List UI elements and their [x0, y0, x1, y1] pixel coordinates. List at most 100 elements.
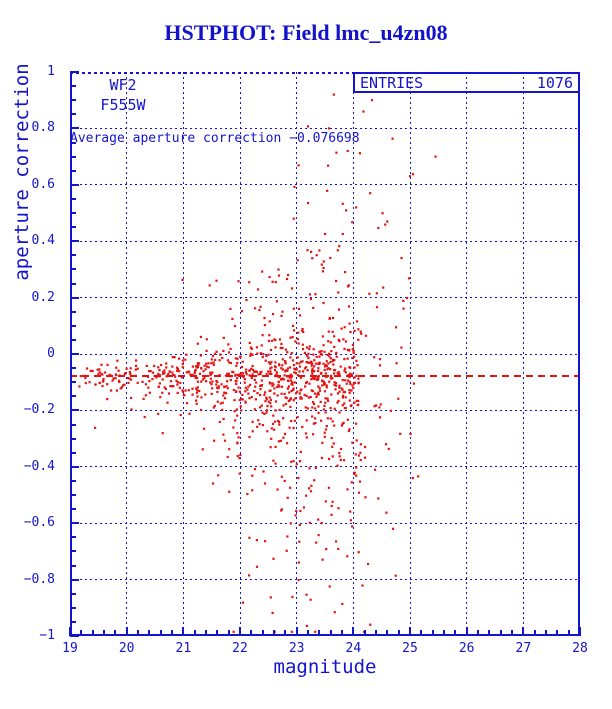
scatter-point: [195, 365, 198, 368]
y-axis-tick: [70, 479, 76, 482]
y-axis-tick: [70, 465, 79, 468]
scatter-point: [85, 367, 89, 370]
scatter-point: [286, 367, 289, 370]
scatter-point: [321, 335, 324, 338]
scatter-point: [258, 422, 261, 426]
scatter-point: [282, 436, 285, 439]
scatter-point: [157, 385, 160, 388]
scatter-point: [315, 378, 319, 381]
scatter-point: [196, 362, 199, 365]
scatter-point: [313, 479, 316, 482]
scatter-point: [305, 436, 308, 439]
scatter-point: [355, 399, 358, 402]
scatter-point: [348, 399, 351, 402]
scatter-point: [267, 353, 270, 356]
scatter-point: [352, 386, 355, 390]
scatter-point: [157, 366, 160, 369]
scatter-point: [199, 408, 203, 412]
scatter-point: [297, 342, 300, 345]
x-axis-tick: [431, 630, 434, 636]
scatter-point: [402, 307, 405, 310]
scatter-point: [407, 277, 411, 280]
scatter-point: [254, 307, 257, 310]
scatter-point: [391, 137, 394, 140]
scatter-point: [314, 407, 317, 410]
scatter-point: [167, 392, 171, 395]
scatter-point: [351, 221, 354, 224]
scatter-point: [250, 347, 253, 350]
scatter-point: [292, 426, 295, 430]
scatter-point: [322, 380, 325, 383]
scatter-point: [232, 388, 235, 392]
scatter-point: [251, 430, 254, 433]
scatter-point: [313, 365, 316, 368]
scatter-point: [209, 381, 212, 384]
scatter-point: [286, 535, 289, 538]
scatter-point: [248, 536, 251, 539]
scatter-point: [357, 491, 361, 494]
scatter-point: [274, 462, 277, 465]
x-axis-tick: [352, 627, 355, 636]
scatter-point: [292, 363, 296, 367]
scatter-point: [323, 368, 326, 372]
scatter-point: [98, 381, 101, 385]
scatter-point: [306, 125, 310, 128]
scatter-point: [335, 540, 338, 543]
scatter-point: [213, 352, 217, 355]
scatter-point: [260, 384, 263, 387]
y-axis-tick: [70, 423, 76, 426]
scatter-point: [336, 249, 339, 252]
scatter-point: [319, 352, 322, 355]
scatter-point: [267, 339, 270, 342]
x-axis-tick: [341, 630, 343, 636]
scatter-point: [243, 378, 246, 381]
scatter-point: [221, 401, 224, 404]
scatter-point: [391, 527, 395, 530]
scatter-point: [330, 513, 333, 516]
y-axis-tick: [70, 324, 76, 327]
scatter-point: [237, 280, 240, 283]
scatter-point: [264, 400, 267, 403]
scatter-point: [359, 443, 362, 446]
scatter-point: [125, 367, 128, 370]
scatter-point: [128, 377, 131, 380]
scatter-point: [212, 361, 215, 364]
scatter-point: [379, 416, 382, 419]
scatter-point: [236, 414, 239, 417]
scatter-point: [314, 417, 317, 420]
scatter-point: [355, 422, 358, 425]
scatter-point: [305, 361, 308, 364]
scatter-point: [265, 411, 268, 414]
scatter-point: [333, 407, 336, 410]
scatter-point: [255, 346, 258, 349]
scatter-point: [248, 574, 251, 577]
scatter-point: [217, 474, 220, 477]
scatter-point: [272, 557, 275, 560]
scatter-point: [232, 371, 235, 374]
scatter-point: [271, 280, 274, 283]
scatter-point: [175, 369, 179, 372]
scatter-point: [408, 175, 412, 178]
x-axis-tick: [114, 630, 117, 636]
scatter-point: [202, 370, 205, 373]
scatter-point: [395, 326, 398, 329]
scatter-point: [323, 404, 326, 407]
scatter-point: [353, 401, 356, 404]
scatter-point: [281, 346, 284, 350]
scatter-point: [251, 373, 254, 376]
scatter-point: [355, 439, 358, 442]
scatter-point: [298, 370, 301, 373]
scatter-point: [315, 541, 318, 544]
scatter-point: [259, 393, 262, 397]
scatter-point: [308, 347, 311, 351]
y-tick-label: 0: [47, 346, 55, 361]
scatter-point: [295, 368, 298, 371]
scatter-point: [272, 459, 275, 462]
scatter-point: [337, 371, 340, 374]
scatter-point: [348, 389, 351, 392]
scatter-point: [106, 398, 109, 401]
scatter-point: [219, 402, 222, 405]
scatter-point: [161, 432, 164, 435]
scatter-point: [377, 226, 380, 230]
scatter-point: [346, 149, 349, 153]
